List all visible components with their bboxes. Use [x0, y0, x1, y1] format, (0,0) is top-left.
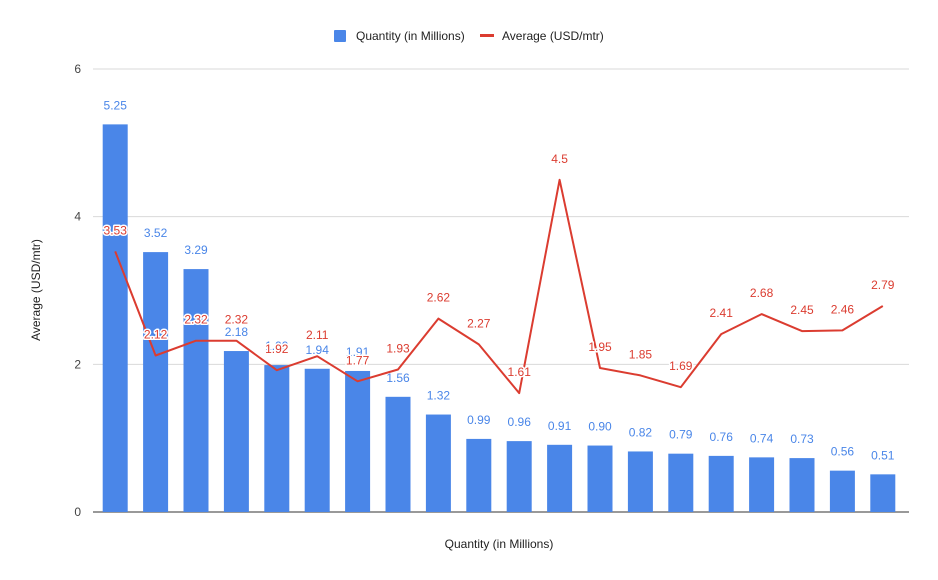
bar-data-label: 0.99 [467, 413, 491, 427]
line-data-label: 2.45 [790, 303, 814, 317]
line-data-label: 2.41 [710, 306, 734, 320]
line-data-label: 2.12 [144, 327, 168, 341]
bar[interactable] [304, 368, 330, 512]
bar[interactable] [264, 365, 290, 512]
bar[interactable] [789, 458, 815, 512]
bar[interactable] [870, 474, 896, 512]
bar[interactable] [345, 370, 371, 512]
line-data-label: 1.85 [629, 347, 653, 361]
bar[interactable] [547, 444, 573, 512]
bar-series [102, 124, 896, 512]
line-point[interactable] [516, 390, 522, 396]
bar-data-label: 0.90 [588, 420, 612, 434]
bar-data-label: 0.51 [871, 448, 895, 462]
line-point[interactable] [476, 341, 482, 347]
average-line [114, 178, 884, 395]
line-series [112, 177, 886, 396]
legend-swatch-average [480, 34, 494, 37]
line-point[interactable] [799, 328, 805, 334]
line-data-label: 1.69 [669, 359, 693, 373]
bar[interactable] [829, 470, 855, 512]
line-data-label: 2.27 [467, 316, 491, 330]
bar[interactable] [587, 445, 613, 512]
bar[interactable] [425, 414, 451, 512]
bar-data-label: 1.91 [346, 345, 370, 359]
bar-data-label: 0.82 [629, 425, 653, 439]
bar-data-label: 3.29 [184, 243, 208, 257]
bar-data-label: 0.79 [669, 428, 693, 442]
gridlines [93, 68, 909, 513]
bar[interactable] [668, 453, 694, 512]
bar[interactable] [506, 441, 532, 512]
bar[interactable] [627, 451, 653, 512]
bar[interactable] [708, 455, 734, 512]
bar[interactable] [183, 269, 209, 512]
y-tick-label: 4 [74, 210, 81, 224]
bar[interactable] [143, 252, 169, 512]
bar[interactable] [466, 438, 492, 512]
legend-swatch-quantity [334, 30, 346, 42]
bar-data-label: 1.56 [386, 371, 410, 385]
line-data-label: 1.77 [346, 353, 370, 367]
legend-label-quantity: Quantity (in Millions) [356, 29, 465, 43]
line-point[interactable] [153, 352, 159, 358]
line-data-label: 1.93 [386, 342, 410, 356]
bar-data-label: 0.74 [750, 431, 774, 445]
line-point[interactable] [597, 365, 603, 371]
y-axis-ticks: 0 2 4 6 [74, 62, 81, 519]
y-axis-title: Average (USD/mtr) [29, 239, 43, 341]
line-data-label: 2.79 [871, 278, 895, 292]
line-point[interactable] [759, 311, 765, 317]
line-data-label: 2.32 [184, 313, 208, 327]
line-point[interactable] [637, 372, 643, 378]
bar-data-label: 1.94 [306, 343, 330, 357]
y-tick-label: 6 [74, 62, 81, 76]
line-data-label: 1.95 [588, 340, 612, 354]
bar-data-label: 0.76 [710, 430, 734, 444]
legend[interactable]: Quantity (in Millions) Average (USD/mtr) [334, 29, 604, 43]
line-point[interactable] [435, 316, 441, 322]
legend-label-average: Average (USD/mtr) [502, 29, 604, 43]
y-tick-label: 2 [74, 357, 81, 371]
bar-data-label: 3.52 [144, 226, 168, 240]
line-point[interactable] [880, 303, 886, 309]
bar[interactable] [749, 457, 775, 512]
line-data-label: 2.32 [225, 313, 249, 327]
line-data-label: 2.46 [831, 302, 855, 316]
x-axis-title: Quantity (in Millions) [445, 537, 554, 551]
bar-data-label: 0.91 [548, 419, 572, 433]
line-data-label: 2.62 [427, 291, 451, 305]
data-labels: 5.25 3.52 3.29 2.18 1.99 1.94 1.91 1.56 1.32 0.99… [102, 98, 896, 462]
y-tick-label: 0 [74, 505, 81, 519]
bar[interactable] [102, 124, 128, 512]
bar-data-label: 5.25 [104, 98, 128, 112]
bar[interactable] [385, 396, 411, 512]
line-point[interactable] [718, 331, 724, 337]
bar-data-label: 1.32 [427, 389, 451, 403]
line-data-label: 2.68 [750, 286, 774, 300]
bar-data-label: 2.18 [225, 325, 249, 339]
line-point[interactable] [193, 338, 199, 344]
line-point[interactable] [355, 378, 361, 384]
line-point[interactable] [839, 327, 845, 333]
bar-data-label: 0.56 [831, 445, 855, 459]
line-point[interactable] [112, 248, 118, 254]
line-point[interactable] [274, 367, 280, 373]
line-data-label: 1.61 [508, 365, 532, 379]
bar-data-label: 0.96 [508, 415, 532, 429]
line-data-label: 3.53 [104, 223, 128, 237]
bar[interactable] [223, 351, 249, 512]
line-data-label: 2.11 [306, 328, 329, 342]
bar-data-label: 0.73 [790, 432, 814, 446]
line-point[interactable] [557, 177, 563, 183]
line-data-label: 4.5 [551, 152, 568, 166]
bar-data-label: 1.99 [265, 339, 289, 353]
line-point[interactable] [678, 384, 684, 390]
line-data-label: 1.92 [265, 342, 289, 356]
